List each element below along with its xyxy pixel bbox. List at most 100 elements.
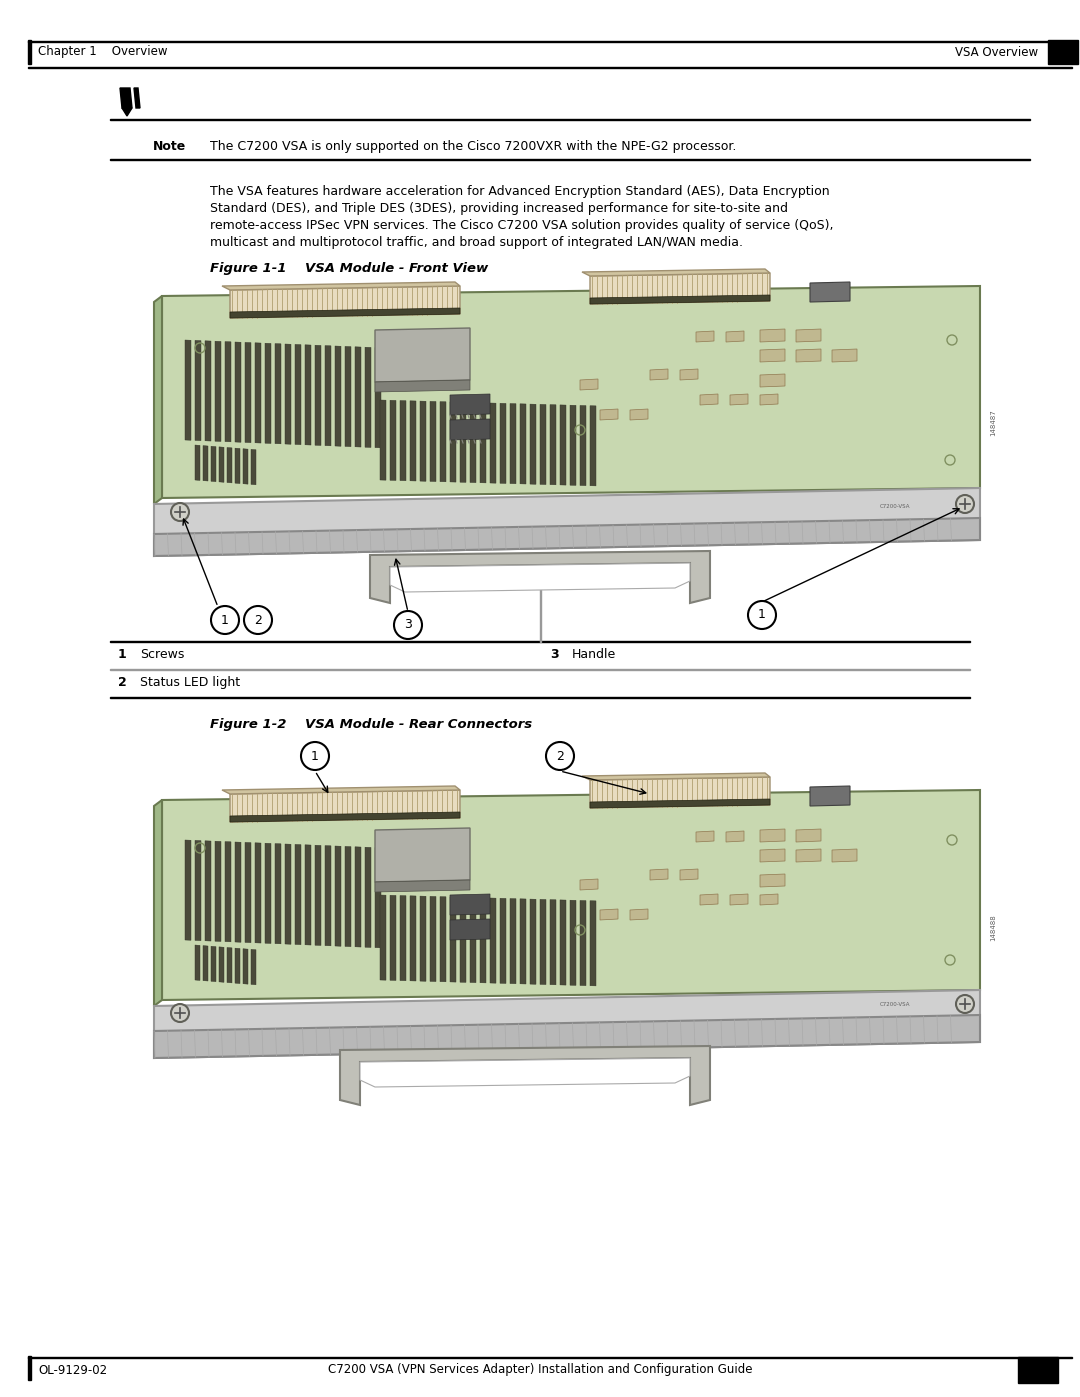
Polygon shape	[211, 946, 216, 982]
Polygon shape	[305, 845, 311, 944]
Polygon shape	[375, 880, 470, 893]
Circle shape	[956, 495, 974, 513]
Polygon shape	[680, 869, 698, 880]
Polygon shape	[420, 895, 426, 981]
Polygon shape	[295, 844, 301, 944]
Polygon shape	[570, 900, 576, 985]
Polygon shape	[796, 330, 821, 342]
Text: The VSA features hardware acceleration for Advanced Encryption Standard (AES), D: The VSA features hardware acceleration f…	[210, 184, 829, 198]
Polygon shape	[450, 897, 456, 982]
Polygon shape	[590, 777, 770, 807]
Polygon shape	[340, 1046, 710, 1105]
Polygon shape	[245, 342, 251, 443]
Polygon shape	[325, 345, 330, 446]
Polygon shape	[650, 369, 669, 380]
Polygon shape	[810, 787, 850, 806]
Polygon shape	[760, 374, 785, 387]
Polygon shape	[230, 286, 460, 319]
Text: VSA Overview: VSA Overview	[955, 46, 1038, 59]
Polygon shape	[251, 450, 256, 485]
Polygon shape	[219, 947, 224, 982]
Polygon shape	[355, 847, 361, 947]
Polygon shape	[561, 900, 566, 985]
Text: Screws: Screws	[140, 648, 185, 661]
Circle shape	[748, 601, 777, 629]
Polygon shape	[796, 349, 821, 362]
Text: 3: 3	[404, 619, 411, 631]
Polygon shape	[760, 349, 785, 362]
Polygon shape	[450, 402, 456, 482]
Circle shape	[546, 742, 573, 770]
Polygon shape	[490, 402, 496, 483]
Polygon shape	[375, 380, 470, 393]
Text: OL-9129-02: OL-9129-02	[38, 1363, 107, 1376]
Polygon shape	[227, 947, 232, 983]
Polygon shape	[265, 344, 271, 443]
Polygon shape	[580, 405, 586, 486]
Polygon shape	[590, 799, 770, 807]
Polygon shape	[154, 800, 162, 1006]
Polygon shape	[400, 895, 406, 981]
Circle shape	[956, 995, 974, 1013]
Polygon shape	[400, 401, 406, 481]
Polygon shape	[215, 341, 221, 441]
Polygon shape	[582, 773, 770, 780]
Polygon shape	[760, 828, 785, 842]
Polygon shape	[227, 447, 232, 483]
Polygon shape	[390, 401, 396, 481]
Polygon shape	[460, 402, 465, 482]
Polygon shape	[230, 789, 460, 821]
Polygon shape	[154, 518, 980, 556]
Polygon shape	[195, 944, 200, 981]
Polygon shape	[832, 849, 858, 862]
Polygon shape	[222, 282, 460, 291]
Polygon shape	[680, 369, 698, 380]
Polygon shape	[470, 402, 476, 482]
Polygon shape	[315, 845, 321, 946]
Text: Handle: Handle	[572, 648, 617, 661]
Polygon shape	[600, 909, 618, 921]
Polygon shape	[375, 848, 381, 947]
Polygon shape	[251, 950, 256, 985]
Polygon shape	[390, 895, 396, 981]
Polygon shape	[162, 789, 980, 1000]
Polygon shape	[580, 879, 598, 890]
Text: 2: 2	[254, 613, 262, 626]
Polygon shape	[590, 295, 770, 305]
Polygon shape	[255, 342, 261, 443]
Text: remote-access IPSec VPN services. The Cisco C7200 VSA solution provides quality : remote-access IPSec VPN services. The Ci…	[210, 219, 834, 232]
Text: 1: 1	[758, 609, 766, 622]
Polygon shape	[630, 909, 648, 921]
Polygon shape	[510, 898, 516, 983]
Text: Note: Note	[153, 140, 186, 154]
Polygon shape	[470, 897, 476, 982]
Polygon shape	[530, 900, 536, 985]
Polygon shape	[235, 949, 240, 983]
Polygon shape	[796, 828, 821, 842]
Text: Status LED light: Status LED light	[140, 676, 240, 689]
Text: C7200-VSA: C7200-VSA	[880, 504, 910, 509]
Polygon shape	[225, 342, 231, 441]
Polygon shape	[295, 345, 301, 444]
Polygon shape	[265, 844, 271, 943]
Polygon shape	[195, 341, 201, 440]
Polygon shape	[380, 895, 386, 981]
Polygon shape	[375, 828, 470, 882]
Polygon shape	[335, 346, 341, 446]
Polygon shape	[450, 894, 490, 915]
Text: 2: 2	[556, 750, 564, 763]
Polygon shape	[122, 108, 132, 116]
Polygon shape	[230, 307, 460, 319]
Text: Figure 1-2    VSA Module - Rear Connectors: Figure 1-2 VSA Module - Rear Connectors	[210, 718, 532, 731]
Polygon shape	[480, 898, 486, 983]
Text: Figure 1-1    VSA Module - Front View: Figure 1-1 VSA Module - Front View	[210, 263, 488, 275]
Text: Standard (DES), and Triple DES (3DES), providing increased performance for site-: Standard (DES), and Triple DES (3DES), p…	[210, 203, 788, 215]
Bar	[28, 41, 31, 64]
Circle shape	[394, 610, 422, 638]
Polygon shape	[570, 405, 576, 485]
Text: 1: 1	[221, 613, 229, 626]
Polygon shape	[500, 898, 507, 983]
Polygon shape	[480, 402, 486, 483]
Polygon shape	[154, 990, 980, 1058]
Polygon shape	[355, 346, 361, 447]
